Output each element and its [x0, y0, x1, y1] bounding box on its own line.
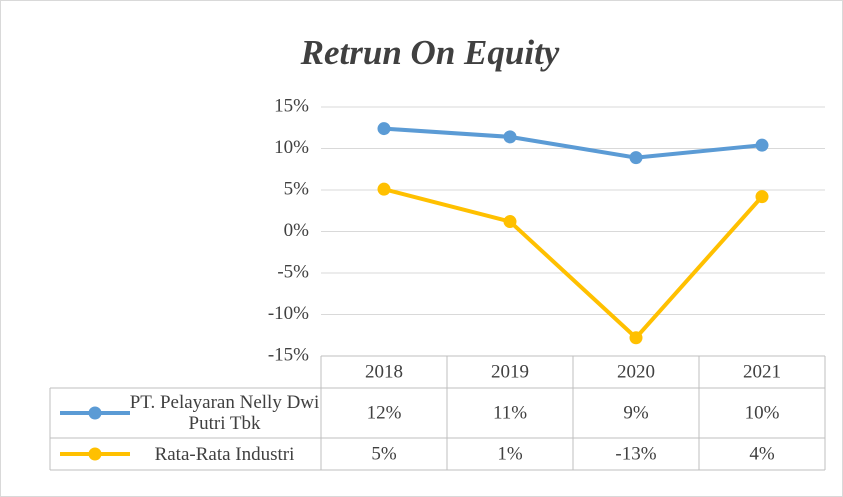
- data-label: 9%: [623, 402, 649, 423]
- series-marker: [377, 182, 391, 196]
- legend-label: Rata-Rata Industri: [154, 443, 295, 465]
- data-label: 5%: [371, 443, 397, 464]
- x-tick-label: 2018: [365, 361, 403, 382]
- x-tick-label: 2020: [617, 361, 655, 382]
- series-line: [383, 126, 763, 160]
- y-tick-label: -15%: [268, 344, 309, 365]
- data-label: -13%: [615, 443, 656, 464]
- y-tick-label: -5%: [277, 261, 309, 282]
- legend-label-box: PT. Pelayaran Nelly Dwi Putri Tbk: [129, 392, 320, 434]
- data-label: 1%: [497, 443, 523, 464]
- y-tick-label: -10%: [268, 303, 309, 324]
- x-tick-label: 2019: [491, 361, 529, 382]
- y-tick-label: 15%: [274, 95, 309, 116]
- legend-marker: [88, 406, 102, 420]
- y-tick-label: 0%: [284, 220, 310, 241]
- data-label: 11%: [493, 402, 527, 423]
- x-tick-label: 2021: [743, 361, 781, 382]
- legend-marker: [88, 447, 102, 461]
- series-line: [383, 187, 764, 340]
- y-tick-label: 5%: [284, 178, 310, 199]
- series-marker: [755, 190, 769, 204]
- series-marker: [377, 122, 391, 136]
- data-label: 12%: [367, 402, 402, 423]
- y-tick-label: 10%: [274, 137, 309, 158]
- data-label: 4%: [749, 443, 775, 464]
- data-label: 10%: [745, 402, 780, 423]
- series-marker: [629, 151, 643, 165]
- series-marker: [503, 215, 517, 229]
- series-marker: [503, 130, 517, 144]
- chart-title: Retrun On Equity: [300, 33, 560, 72]
- series-marker: [755, 138, 769, 152]
- legend-label-box: Rata-Rata Industri: [154, 443, 295, 465]
- legend-label: PT. Pelayaran Nelly Dwi Putri Tbk: [129, 392, 320, 434]
- series-marker: [629, 331, 643, 345]
